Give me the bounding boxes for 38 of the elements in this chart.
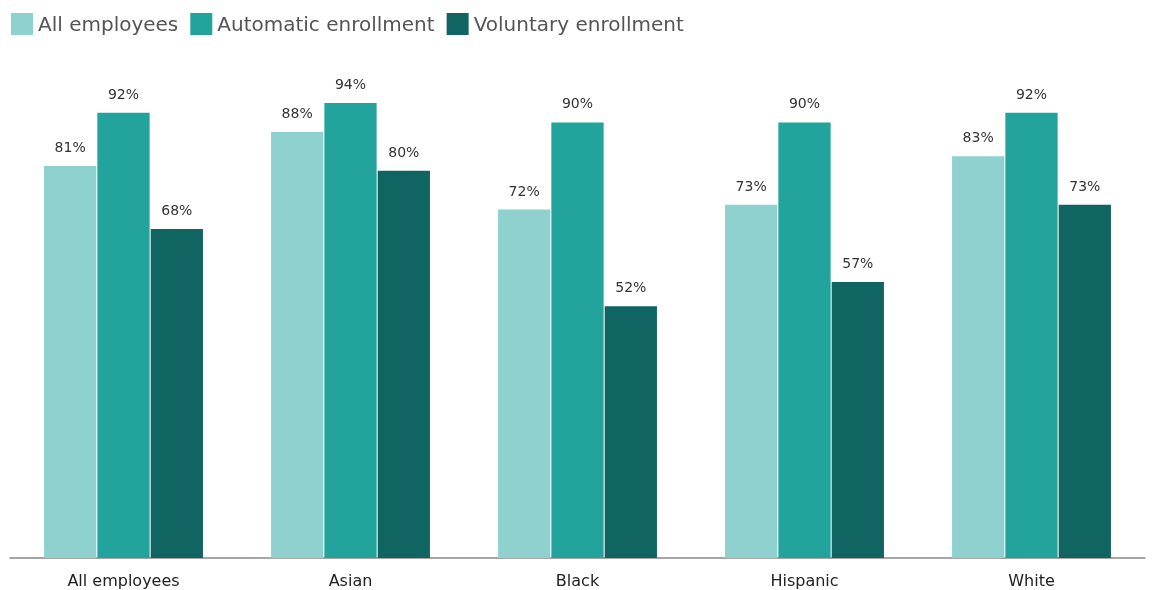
data-label: 90%: [561, 95, 594, 112]
data-label: 81%: [54, 138, 86, 155]
bar: [271, 132, 324, 558]
data-label: 88%: [281, 105, 313, 122]
data-label: 57%: [842, 255, 874, 272]
x-tick-label: Black: [555, 570, 600, 590]
bar: [44, 165, 97, 558]
data-label: 52%: [615, 279, 647, 296]
data-label: 83%: [962, 129, 994, 146]
data-label: 73%: [735, 177, 767, 194]
data-label: 92%: [107, 85, 140, 102]
legend-label: All employees: [38, 12, 179, 36]
bar: [324, 103, 377, 558]
data-label: 80%: [388, 143, 420, 160]
bar: [551, 122, 604, 558]
bar: [778, 122, 831, 558]
x-tick-label: All employees: [67, 570, 180, 590]
data-label: 73%: [1069, 177, 1101, 194]
bar: [97, 112, 150, 558]
bar: [604, 306, 657, 558]
bar: [377, 170, 430, 558]
data-label: 92%: [1015, 85, 1048, 102]
legend-label: Automatic enrollment: [217, 12, 435, 36]
data-label: 68%: [161, 201, 193, 218]
bar: [150, 228, 203, 558]
legend-label: Voluntary enrollment: [473, 12, 684, 36]
bar: [952, 156, 1005, 558]
bar: [498, 209, 551, 558]
data-label: 72%: [508, 182, 540, 199]
x-tick-label: Asian: [328, 570, 373, 590]
bar: [725, 204, 778, 558]
x-tick-label: Hispanic: [770, 570, 839, 590]
bar: [1058, 204, 1111, 558]
x-tick-label: White: [1008, 570, 1055, 590]
data-label: 94%: [334, 76, 367, 93]
data-label: 90%: [788, 95, 821, 112]
bar: [1005, 112, 1058, 558]
bar: [831, 282, 884, 558]
